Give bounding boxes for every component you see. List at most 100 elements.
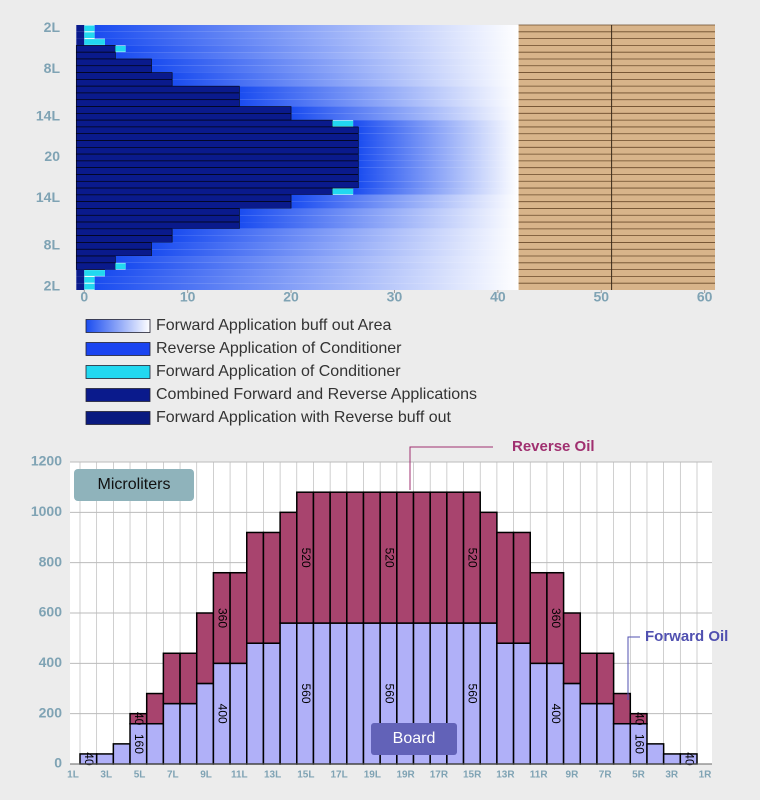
bar-segment xyxy=(95,753,115,765)
bar-segment xyxy=(646,743,665,765)
y-tick-label: 400 xyxy=(39,654,63,670)
x-tick-label: 3L xyxy=(100,770,112,781)
y-tick-label: 8L xyxy=(44,237,61,253)
bar-segment xyxy=(396,491,415,624)
buff-gradient xyxy=(353,120,519,127)
legend-label: Reverse Application of Conditioner xyxy=(156,340,402,357)
bar-segment xyxy=(612,692,632,725)
bar-segment xyxy=(195,612,215,685)
bar-segment xyxy=(145,722,165,765)
y-tick-label: 14L xyxy=(36,189,61,205)
buff-gradient xyxy=(172,72,519,80)
bar-segment xyxy=(579,652,598,705)
x-tick-label: 60 xyxy=(697,289,713,305)
bar-segment xyxy=(562,682,582,765)
bar-segment xyxy=(512,642,531,765)
legend-swatch xyxy=(85,388,151,402)
legend-label: Combined Forward and Reverse Application… xyxy=(156,386,477,403)
buff-gradient xyxy=(239,99,519,107)
combined-bar xyxy=(75,201,292,209)
legend-swatch xyxy=(85,365,151,379)
x-tick-label: 1R xyxy=(699,770,713,781)
units-box xyxy=(74,469,194,501)
forward-leader xyxy=(627,636,640,700)
buff-gradient xyxy=(358,147,519,155)
y-tick-label: 200 xyxy=(39,704,63,720)
legend-swatch xyxy=(85,411,151,425)
x-tick-label: 20 xyxy=(283,289,299,305)
x-tick-label: 1L xyxy=(67,770,79,781)
value-label: 160 xyxy=(132,734,146,754)
units-label: Microliters xyxy=(98,476,171,493)
bar-segment xyxy=(162,652,181,705)
x-tick-label: 0 xyxy=(80,289,88,305)
combined-bar xyxy=(75,147,359,155)
bar-segment xyxy=(262,642,281,765)
y-tick-label: 2L xyxy=(44,277,61,293)
value-label: 560 xyxy=(382,684,396,704)
buff-gradient xyxy=(358,126,519,134)
combined-bar xyxy=(75,214,240,223)
combined-bar xyxy=(75,113,292,121)
bar-segment xyxy=(562,612,582,685)
combined-bar xyxy=(76,25,85,32)
value-label: 40 xyxy=(132,712,146,726)
buff-gradient xyxy=(358,167,519,175)
bar-segment xyxy=(229,662,248,765)
x-tick-label: 50 xyxy=(593,289,609,305)
bar-segment xyxy=(496,531,515,644)
conditioner-bar xyxy=(332,120,354,127)
board-box xyxy=(371,723,457,755)
bar-segment xyxy=(596,702,615,765)
y-tick-label: 800 xyxy=(39,553,63,569)
x-tick-label: 11R xyxy=(530,770,549,781)
bar-segment xyxy=(479,622,498,765)
combined-bar xyxy=(75,160,359,168)
bar-segment xyxy=(162,702,181,765)
bar-segment xyxy=(179,702,198,765)
y-tick-label: 8L xyxy=(44,60,61,76)
x-tick-label: 40 xyxy=(490,289,506,305)
x-tick-label: 15L xyxy=(297,770,314,781)
buff-gradient xyxy=(172,228,519,236)
board-label: Board xyxy=(393,730,436,747)
bar-segment xyxy=(579,702,598,765)
combined-bar xyxy=(75,133,359,141)
value-label: 520 xyxy=(466,548,480,568)
value-label: 560 xyxy=(299,684,313,704)
value-label: 360 xyxy=(549,608,563,628)
buff-gradient xyxy=(291,194,519,202)
combined-bar xyxy=(75,228,173,236)
buff-gradient xyxy=(358,154,519,161)
bar-segment xyxy=(362,491,381,624)
x-tick-label: 19R xyxy=(396,770,415,781)
value-label: 160 xyxy=(632,734,646,754)
combined-bar xyxy=(75,262,116,270)
bar-segment xyxy=(346,622,365,765)
legend-label: Forward Application of Conditioner xyxy=(156,363,401,380)
legend-swatch xyxy=(85,319,151,333)
combined-bar xyxy=(75,51,116,60)
buff-gradient xyxy=(151,242,519,250)
bar-segment xyxy=(479,511,498,624)
buff-gradient xyxy=(125,262,519,270)
conditioner-bar xyxy=(115,45,126,52)
x-tick-label: 15R xyxy=(463,770,482,781)
legend-swatch xyxy=(85,342,151,356)
reverse-leader xyxy=(409,446,493,490)
buff-gradient xyxy=(115,52,519,59)
buff-gradient xyxy=(94,283,519,290)
bar-segment xyxy=(312,491,331,624)
bar-segment xyxy=(429,491,448,624)
value-label: 40 xyxy=(682,752,696,766)
buff-gradient xyxy=(239,215,519,223)
value-label: 40 xyxy=(632,712,646,726)
legend-label: Forward Application with Reverse buff ou… xyxy=(156,409,452,426)
x-tick-label: 30 xyxy=(387,289,403,305)
bar-segment xyxy=(246,531,265,644)
value-label: 400 xyxy=(216,704,230,724)
value-label: 520 xyxy=(299,548,313,568)
bar-segment xyxy=(629,712,648,725)
conditioner-bar xyxy=(84,270,105,276)
buff-gradient xyxy=(358,160,519,168)
